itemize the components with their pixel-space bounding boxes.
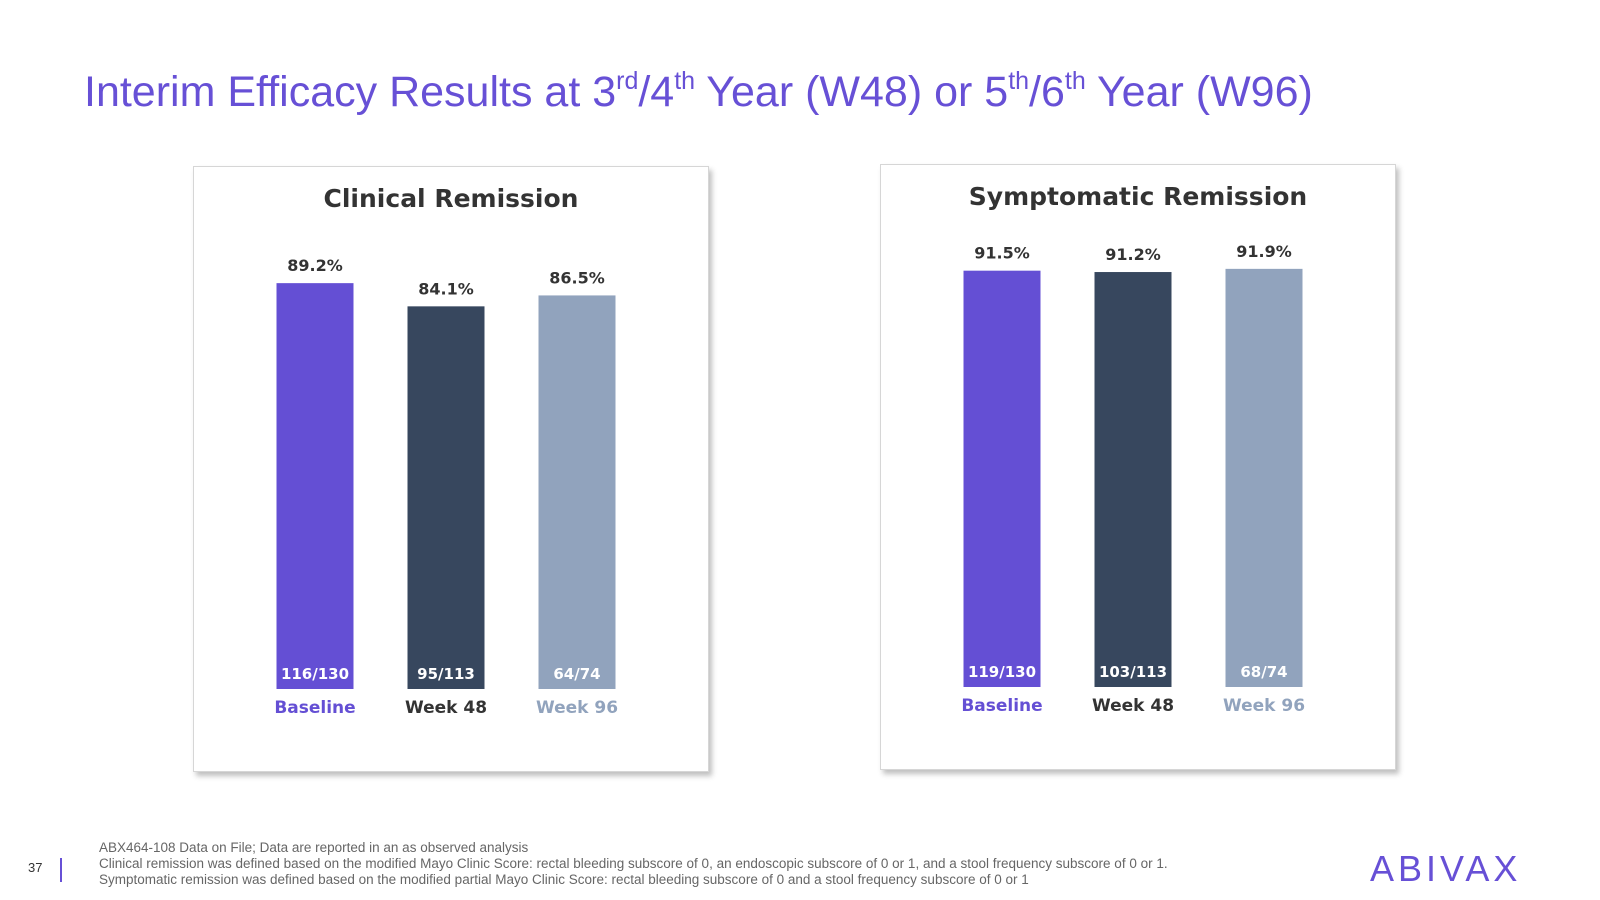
page-number: 37 <box>28 860 43 875</box>
symptomatic-bar-baseline <box>963 270 1041 687</box>
clinical-bar-week-48 <box>407 306 485 689</box>
clinical-value-label-baseline: 89.2% <box>287 256 343 275</box>
symptomatic-n-label-baseline: 119/130 <box>968 663 1036 681</box>
symptomatic-n-label-week-96: 68/74 <box>1240 663 1287 681</box>
footer-divider <box>60 858 62 882</box>
symptomatic-value-label-week-96: 91.9% <box>1236 242 1292 261</box>
clinical-n-label-week-48: 95/113 <box>417 665 475 683</box>
title-superscript-4: th <box>1064 67 1086 95</box>
symptomatic-bar-week-48 <box>1094 272 1172 687</box>
title-text-2: /4 <box>638 68 675 116</box>
symptomatic-category-label-baseline: Baseline <box>961 696 1042 716</box>
clinical-chart-title: Clinical Remission <box>324 184 579 213</box>
footnote-clinical-definition: Clinical remission was defined based on … <box>99 856 1168 871</box>
clinical-category-label-week-48: Week 48 <box>405 698 487 718</box>
clinical-remission-chart: Clinical Remission 89.2% 116/130 Baseline 84… <box>274 184 618 718</box>
title-text-3: Year (W48) or 5 <box>695 68 1009 116</box>
abivax-logo: ABIVAX <box>1370 848 1522 889</box>
clinical-n-label-baseline: 116/130 <box>281 665 349 683</box>
clinical-bar-baseline <box>276 283 354 689</box>
symptomatic-chart-title: Symptomatic Remission <box>969 182 1307 211</box>
title-text-4: /6 <box>1029 68 1065 116</box>
symptomatic-value-label-baseline: 91.5% <box>974 244 1030 263</box>
clinical-value-label-week-48: 84.1% <box>418 279 474 298</box>
footnote-symptomatic-definition: Symptomatic remission was defined based … <box>99 872 1029 887</box>
symptomatic-n-label-week-48: 103/113 <box>1099 663 1167 681</box>
clinical-value-label-week-96: 86.5% <box>549 268 605 287</box>
symptomatic-category-label-week-96: Week 96 <box>1223 696 1305 716</box>
title-superscript-2: th <box>674 67 696 95</box>
title-superscript-1: rd <box>616 67 639 95</box>
clinical-category-label-baseline: Baseline <box>274 698 355 718</box>
clinical-n-label-week-96: 64/74 <box>553 665 600 683</box>
slide-title: Interim Efficacy Results at 3rd/4th Year… <box>84 68 1313 117</box>
clinical-remission-chart-panel: Clinical Remission 89.2% 116/130 Baseline 84… <box>193 166 709 772</box>
symptomatic-remission-chart: Symptomatic Remission 91.5% 119/130 Baselin… <box>961 182 1307 716</box>
title-superscript-3: th <box>1008 67 1030 95</box>
symptomatic-value-label-week-48: 91.2% <box>1105 245 1161 264</box>
symptomatic-bar-week-96 <box>1225 268 1303 687</box>
title-text-5: Year (W96) <box>1085 68 1313 116</box>
footnote-source: ABX464-108 Data on File; Data are report… <box>99 840 529 855</box>
title-text-1: Interim Efficacy Results at 3 <box>84 68 617 116</box>
clinical-category-label-week-96: Week 96 <box>536 698 618 718</box>
footnotes: ABX464-108 Data on File; Data are report… <box>99 840 1339 888</box>
symptomatic-category-label-week-48: Week 48 <box>1092 696 1174 716</box>
clinical-bar-week-96 <box>538 295 616 689</box>
symptomatic-remission-chart-panel: Symptomatic Remission 91.5% 119/130 Baselin… <box>880 164 1396 770</box>
